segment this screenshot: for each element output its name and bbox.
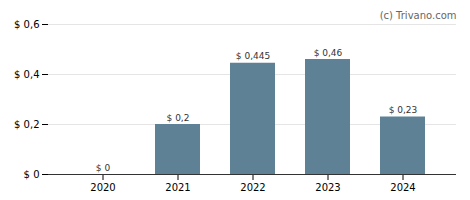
svg-text:$ 0,445: $ 0,445 [236, 51, 270, 61]
svg-text:2023: 2023 [315, 182, 340, 193]
svg-text:2022: 2022 [240, 182, 265, 193]
svg-text:$ 0,2: $ 0,2 [14, 119, 39, 130]
svg-text:$ 0,6: $ 0,6 [14, 19, 39, 30]
svg-text:$ 0,2: $ 0,2 [167, 113, 190, 123]
svg-text:2020: 2020 [90, 182, 115, 193]
svg-text:$ 0: $ 0 [96, 163, 111, 173]
svg-text:$ 0: $ 0 [24, 169, 40, 180]
svg-text:$ 0,46: $ 0,46 [314, 48, 343, 58]
svg-text:2024: 2024 [390, 182, 415, 193]
svg-text:2021: 2021 [165, 182, 190, 193]
svg-text:(c) Trivano.com: (c) Trivano.com [380, 10, 457, 21]
svg-text:$ 0,4: $ 0,4 [14, 69, 39, 80]
svg-text:$ 0,23: $ 0,23 [389, 105, 418, 115]
